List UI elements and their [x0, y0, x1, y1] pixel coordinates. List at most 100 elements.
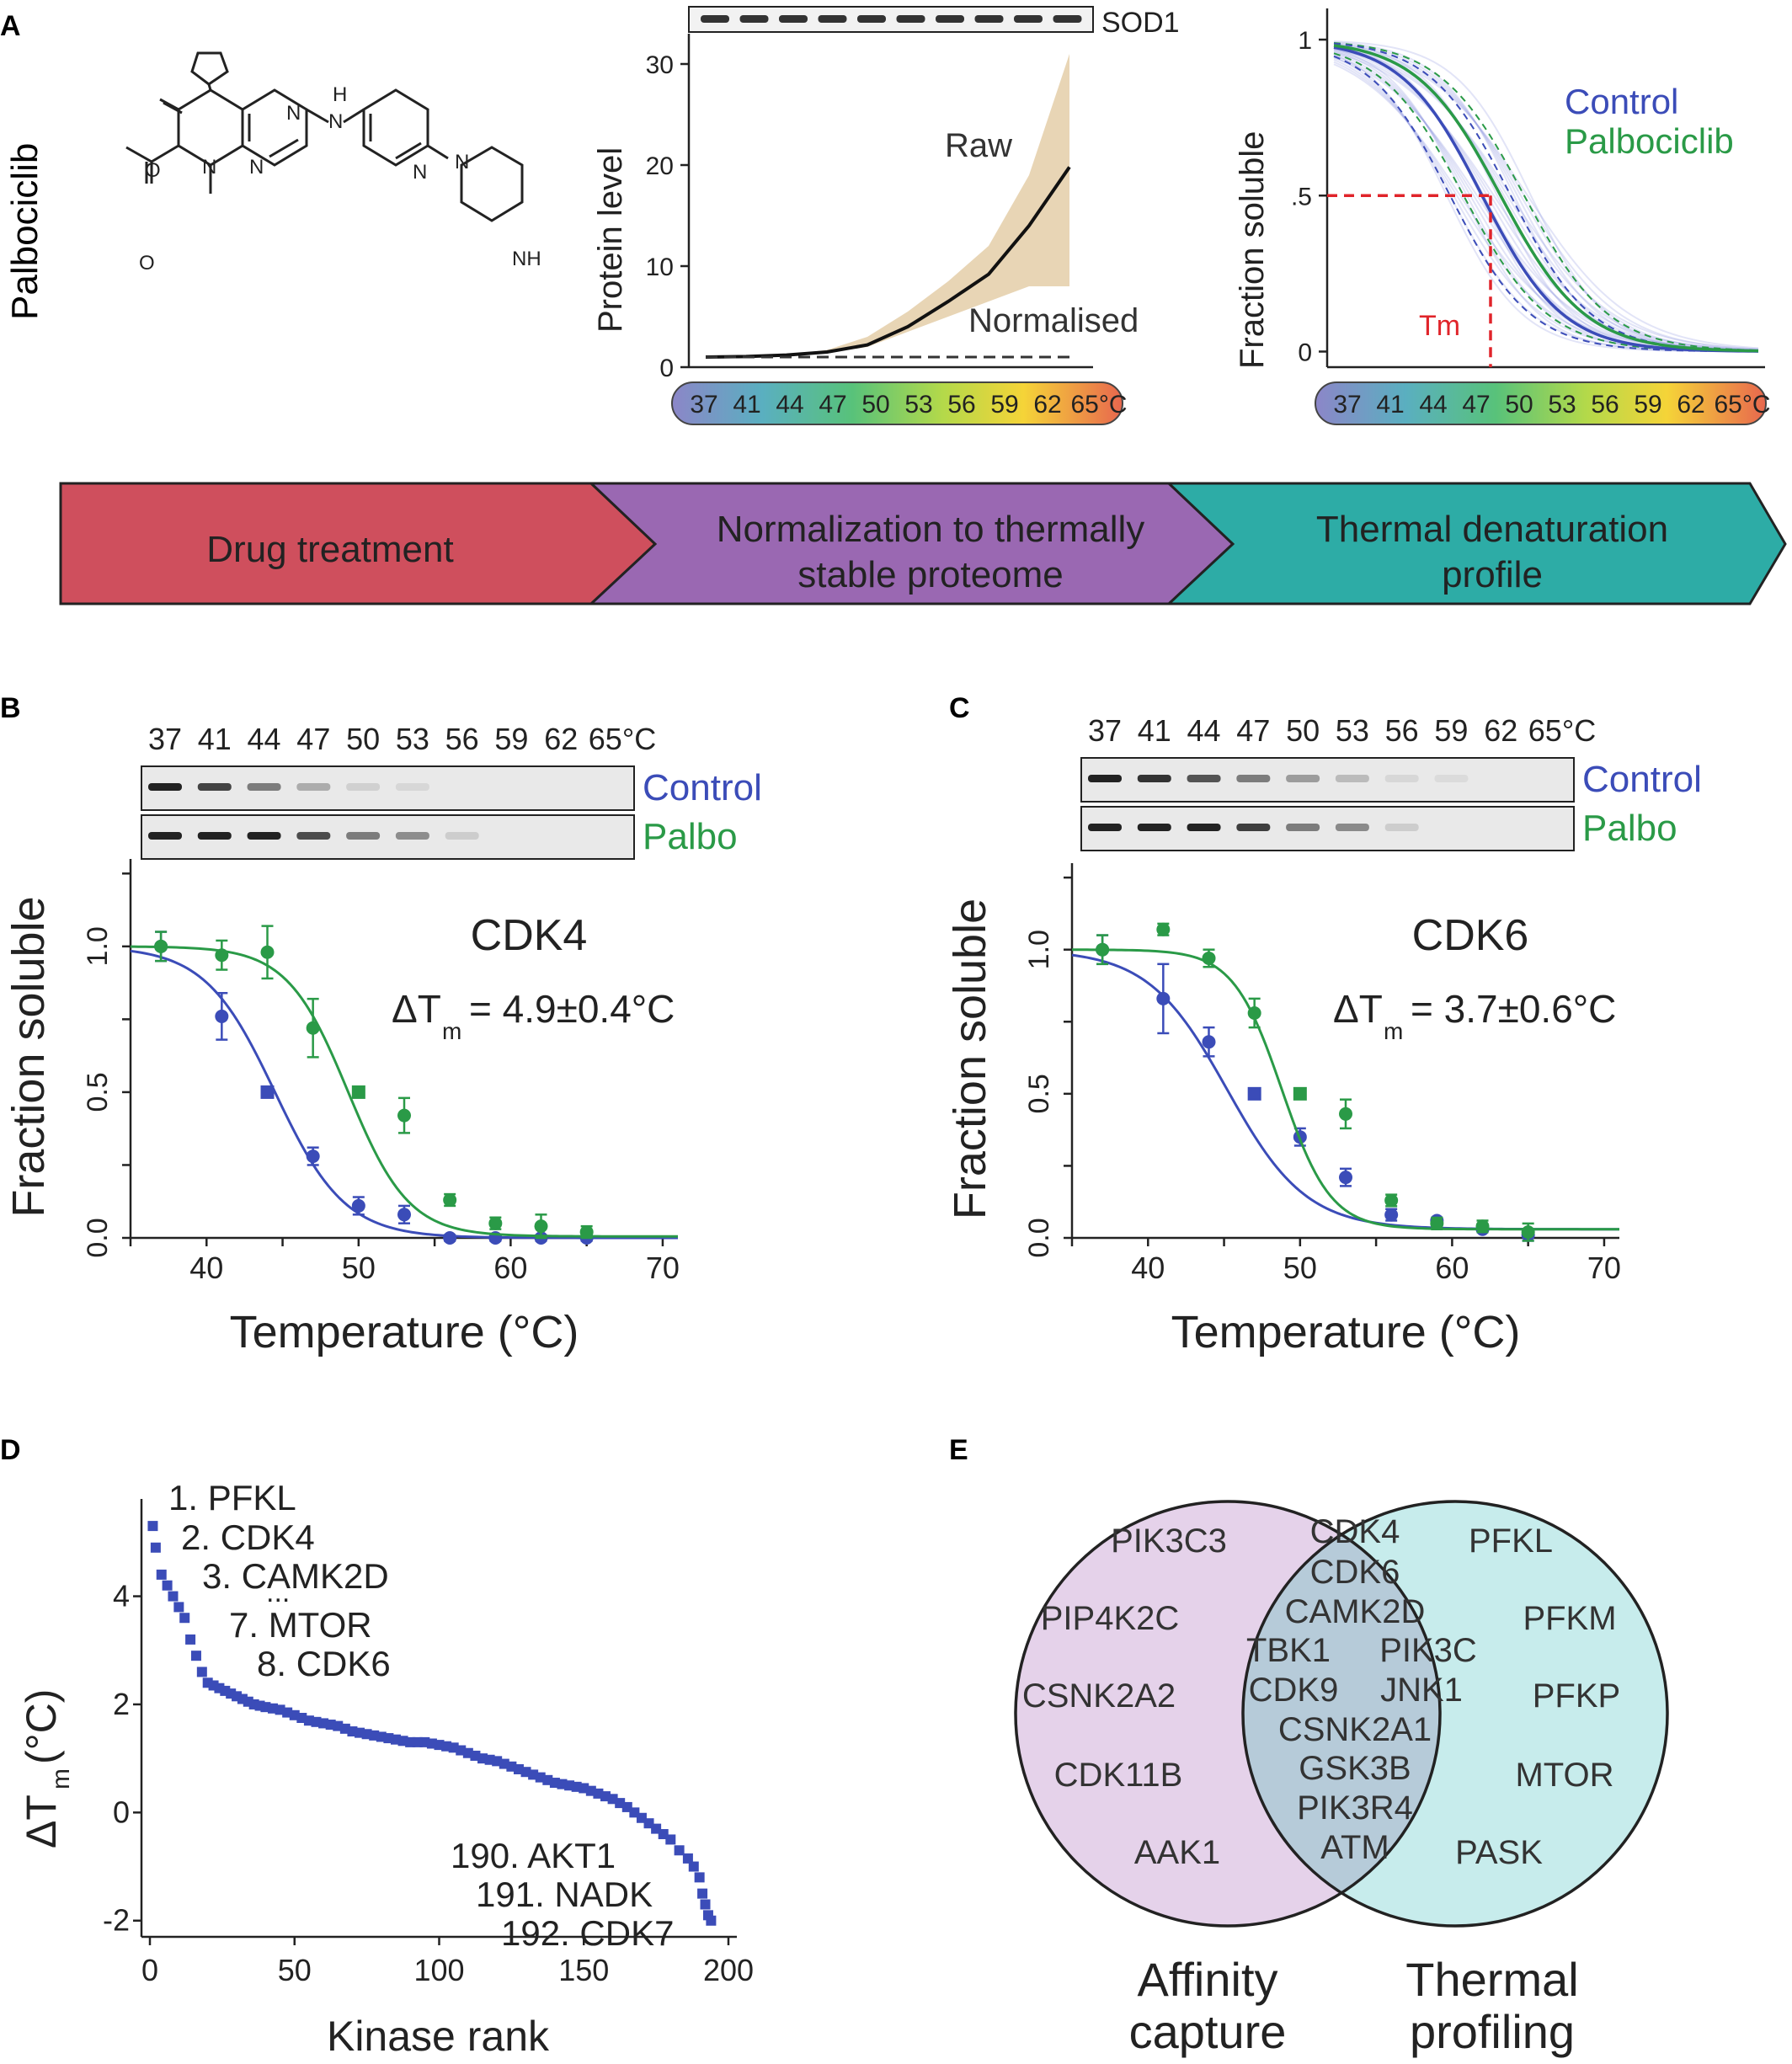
kinase-point — [470, 1750, 481, 1761]
venn-item-pfkp: PFKP — [1533, 1677, 1620, 1715]
palbo-point — [215, 948, 229, 963]
blot-temperature-label: 37 — [1088, 713, 1122, 748]
palbo-point — [534, 1219, 548, 1234]
temperature-gradient-bar — [671, 381, 1123, 425]
a-right-curves — [1333, 40, 1759, 353]
atom-o1: O — [145, 159, 161, 182]
blot-band — [1187, 775, 1221, 782]
sod1-band — [1014, 15, 1043, 23]
panel-d-kinase-rank: -2 0 2 4 0 50 100 150 200 1. PFKL 2. CDK4 3. CAM… — [18, 1478, 754, 2060]
blot-band — [395, 832, 429, 840]
d-xtick-label: 100 — [413, 1953, 464, 1987]
blot-temperature-label: 62 — [544, 722, 578, 756]
melt-title: CDK4 — [471, 911, 588, 960]
melt-ytick-label: 0.5 — [82, 1072, 114, 1112]
control-point — [215, 1009, 229, 1023]
d-bottom-labels: 190. AKT1 191. NADK 192. CDK7 — [451, 1836, 674, 1953]
panel-a-middle-chart: SOD1 0 10 20 30 Protein level Raw Normalise… — [592, 6, 1180, 425]
palbo-point — [579, 1225, 594, 1240]
kinase-point — [168, 1591, 179, 1602]
blot-band — [296, 832, 331, 840]
blot-band — [247, 832, 281, 840]
kinase-point — [615, 1798, 626, 1809]
control-point — [1384, 1208, 1399, 1222]
kinase-point — [369, 1730, 380, 1741]
blot-band — [1384, 775, 1419, 782]
caption-thermal: Thermal — [1405, 1953, 1578, 2006]
kinase-point — [162, 1580, 173, 1591]
kinase-point — [426, 1738, 437, 1749]
palbo-point — [1475, 1219, 1490, 1234]
bootstrap-curve — [1333, 48, 1759, 350]
kinase-point — [542, 1774, 553, 1785]
d-ylabel-main: ΔT — [18, 1795, 65, 1848]
venn-overlap-fill — [1243, 1501, 1440, 1926]
blot-band — [1236, 775, 1271, 782]
blot-temperature-label: 56 — [445, 722, 479, 756]
venn-item-mtor: MTOR — [1515, 1757, 1613, 1794]
blot-band — [1088, 775, 1122, 782]
melt-ytick-label: 1.0 — [1023, 930, 1055, 969]
palbo-point — [306, 1021, 320, 1035]
d-ylabel-sub: m — [47, 1768, 75, 1789]
kinase-point — [571, 1781, 582, 1792]
blot-band — [1384, 824, 1419, 831]
temperature-scale-label: 37 — [690, 391, 717, 419]
venn-item-pfkm: PFKM — [1523, 1600, 1616, 1637]
bootstrap-curve — [1333, 45, 1759, 349]
d-ylabel-unit: (°C) — [18, 1689, 65, 1764]
sod1-label: SOD1 — [1101, 7, 1180, 39]
a-right-ytick-label: 0 — [1298, 339, 1312, 366]
control-point — [1202, 1035, 1216, 1049]
venn-item-pip4k2c: PIP4K2C — [1041, 1600, 1180, 1637]
venn-item-jnk1: JNK1 — [1380, 1672, 1463, 1709]
bootstrap-curve — [1333, 46, 1759, 351]
panel-c-cdk6: 37 41 44 47 50 53 56 59 62 65°C Control Palbo 0.0 0.5… — [945, 713, 1702, 1357]
blot-label-palbo: Palbo — [1582, 808, 1677, 849]
palbo-point — [260, 945, 275, 959]
melt-xtick-label: 50 — [1283, 1251, 1317, 1285]
blot-band — [346, 832, 381, 840]
melt-xtick-label: 40 — [1131, 1251, 1165, 1285]
kinase-point — [600, 1791, 611, 1802]
palbo-point — [1156, 922, 1171, 936]
venn-right-circle — [1241, 1500, 1669, 1928]
atom-n2: N — [249, 156, 264, 179]
melt-xtick-label: 60 — [493, 1251, 527, 1285]
blot-band — [148, 783, 182, 791]
venn-item-csnk2a1: CSNK2A1 — [1278, 1711, 1432, 1748]
kinase-point — [706, 1915, 717, 1926]
venn-item-pik3c: PIK3C — [1379, 1632, 1477, 1669]
melt-xtick-label: 70 — [1587, 1251, 1621, 1285]
palbo-point — [1521, 1225, 1535, 1240]
bootstrap-curve — [1333, 56, 1759, 351]
blot-band — [1137, 824, 1171, 831]
blot-band — [1434, 775, 1469, 782]
control-fit-curve — [1333, 45, 1759, 353]
panel-label-e: E — [949, 1434, 968, 1466]
d-label-cdk4: 2. CDK4 — [181, 1517, 315, 1557]
d-label-cdk7: 192. CDK7 — [501, 1913, 674, 1953]
atom-n-pyridine: N — [413, 161, 427, 184]
blot-temperature-label: 65°C — [589, 722, 656, 756]
control-point — [1339, 1171, 1352, 1185]
venn-captions: Affinity capture Thermal profiling — [1129, 1953, 1579, 2058]
palbociclib-ci-high — [1333, 42, 1759, 352]
kinase-point — [697, 1888, 708, 1899]
d-xtick-label: 0 — [141, 1953, 158, 1987]
flow-step-thermal-denaturation — [1165, 482, 1787, 605]
panel-a-right-chart: 0.51 Fraction soluble Tm Control Palboci… — [1234, 8, 1771, 425]
d-xlabel: Kinase rank — [327, 2013, 550, 2060]
blot-band — [1335, 824, 1369, 831]
kinase-point — [700, 1899, 711, 1910]
palbo-point — [1339, 1107, 1352, 1121]
kinase-point — [190, 1651, 201, 1661]
delta-tm-value: = 3.7±0.6°C — [1411, 987, 1616, 1031]
blot-band — [197, 832, 232, 840]
blot-label-control: Control — [1582, 759, 1702, 800]
flow-text-normalization-2: stable proteome — [797, 554, 1064, 595]
kinase-point — [484, 1754, 495, 1765]
atom-nh-bridge: N — [328, 110, 343, 133]
caption-profiling: profiling — [1410, 2005, 1575, 2058]
venn-item-pfkl: PFKL — [1469, 1523, 1553, 1560]
